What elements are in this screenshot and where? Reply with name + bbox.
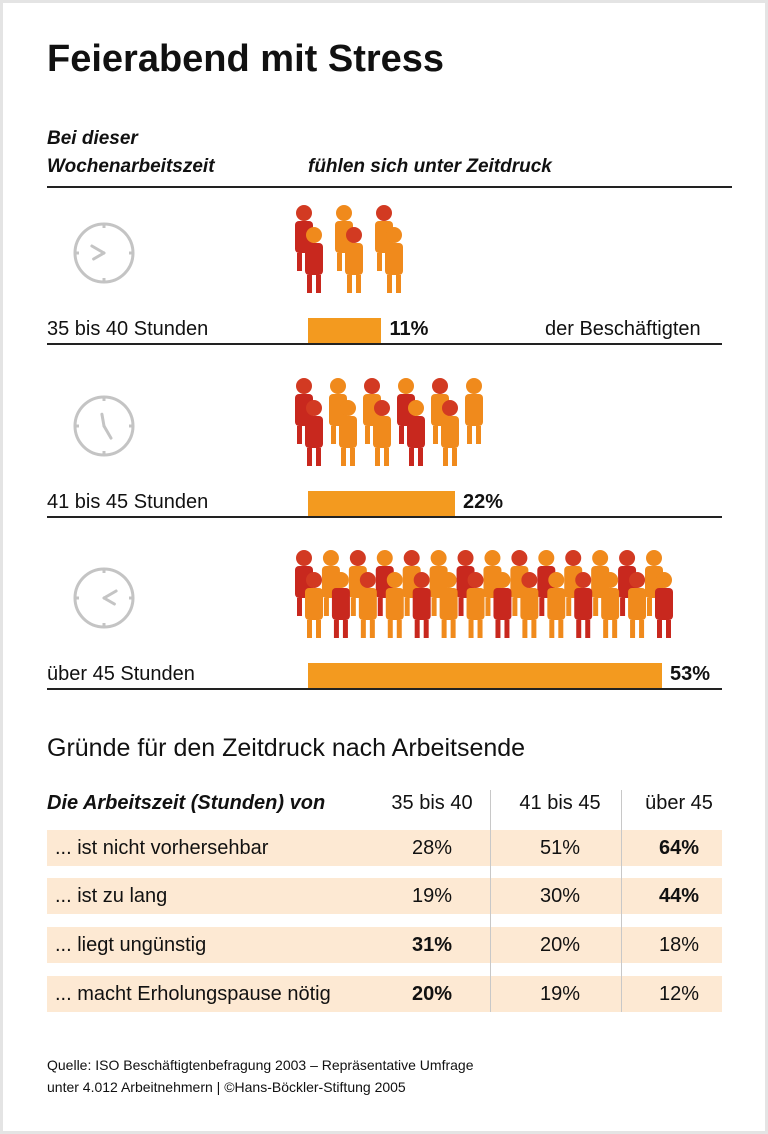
people-figures-icon (295, 205, 403, 293)
category-label: 41 bis 45 Stunden (47, 491, 209, 513)
person-figure (412, 572, 431, 638)
person-figure (441, 400, 459, 466)
person-figure (305, 572, 323, 638)
person-figure (385, 572, 404, 638)
value-label: 22% (462, 491, 503, 513)
person-figure (358, 572, 377, 638)
row-rule (47, 516, 722, 518)
person-figure (547, 572, 566, 638)
row-value: 19% (411, 885, 453, 907)
table-row: ... ist nicht vorhersehbar 28% 51% 64% (47, 830, 722, 866)
person-figure (574, 572, 593, 638)
row-value: 44% (658, 885, 700, 907)
column-divider (621, 790, 622, 1012)
bar (308, 318, 382, 343)
value-label: 53% (670, 663, 711, 685)
person-figure (520, 572, 539, 638)
row-label: ... ist nicht vorhersehbar (55, 837, 269, 859)
header-rule (47, 186, 732, 188)
column-divider (490, 790, 491, 1012)
header-right: fühlen sich unter Zeitdruck (308, 156, 552, 177)
person-figure (305, 400, 323, 466)
clock-icon (73, 567, 135, 629)
row-value: 31% (411, 934, 453, 956)
person-figure (407, 400, 425, 466)
row-label: ... ist zu lang (55, 885, 168, 907)
person-figure (628, 572, 647, 638)
row-rule (47, 688, 722, 690)
person-figure (493, 572, 512, 638)
footer-source: Quelle: ISO Beschäftigtenbefragung 2003 … (47, 1057, 474, 1073)
person-figure (439, 572, 458, 638)
category-label: über 45 Stunden (47, 663, 195, 685)
table-row: ... ist zu lang 19% 30% 44% (47, 878, 722, 914)
header-left-line2: Wochenarbeitszeit (47, 156, 215, 177)
table-header-col3: über 45 (645, 792, 713, 814)
table-header-col1: 35 bis 40 (391, 792, 473, 814)
person-figure (345, 227, 363, 293)
header-left-line1: Bei dieser (47, 128, 138, 149)
row-rule (47, 343, 722, 345)
person-figure (373, 400, 391, 466)
person-figure (339, 400, 357, 466)
bar (308, 663, 663, 688)
row-label: ... macht Erholungspause nötig (55, 983, 331, 1005)
table-header-label: Die Arbeitszeit (Stunden) von (47, 792, 326, 814)
row-value: 18% (658, 934, 700, 956)
table-header-col2: 41 bis 45 (519, 792, 601, 814)
person-figure (655, 572, 673, 638)
clock-icon (73, 395, 135, 457)
people-figures-icon (295, 550, 673, 638)
row-value: 51% (539, 837, 581, 859)
value-label: 11% (389, 318, 429, 340)
clock-icon (73, 222, 135, 284)
page-title: Feierabend mit Stress (47, 38, 445, 80)
table-title: Gründe für den Zeitdruck nach Arbeitsend… (47, 734, 526, 762)
person-figure (601, 572, 620, 638)
person-figure (466, 572, 485, 638)
table-row: ... macht Erholungspause nötig 20% 19% 12% (47, 976, 722, 1012)
table-row: ... liegt ungünstig 31% 20% 18% (47, 927, 722, 963)
person-figure (385, 227, 403, 293)
row-value: 30% (539, 885, 581, 907)
bar (308, 491, 455, 516)
row-value: 12% (658, 983, 700, 1005)
row-value: 28% (411, 837, 453, 859)
person-figure (465, 378, 483, 444)
category-label: 35 bis 40 Stunden (47, 318, 209, 340)
people-figures-icon (295, 378, 483, 466)
row-value: 20% (539, 934, 581, 956)
row-value: 20% (411, 983, 453, 1005)
row-value: 19% (539, 983, 581, 1005)
row-label: ... liegt ungünstig (55, 934, 207, 956)
unit-note: der Beschäftigten (545, 318, 701, 340)
person-figure (305, 227, 323, 293)
person-figure (331, 572, 350, 638)
row-value: 64% (658, 837, 700, 859)
footer-copyright: unter 4.012 Arbeitnehmern | ©Hans-Böckle… (47, 1079, 406, 1095)
